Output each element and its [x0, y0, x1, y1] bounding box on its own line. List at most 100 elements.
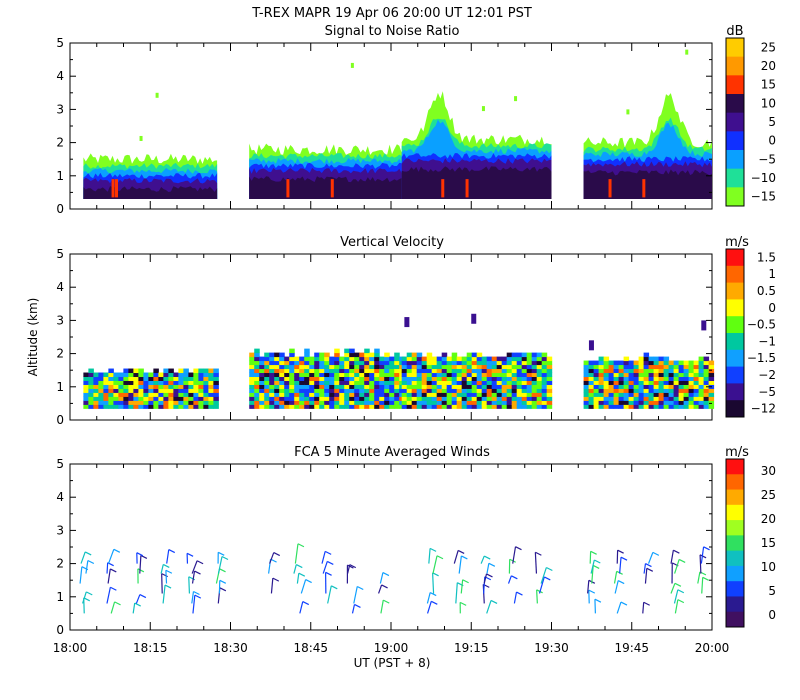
velocity-cell [623, 372, 630, 378]
velocity-cell [359, 396, 365, 401]
velocity-cell [678, 404, 685, 409]
velocity-cell [466, 388, 473, 393]
snr-speck [626, 109, 630, 115]
velocity-cell [451, 392, 458, 397]
velocity-cell [481, 364, 488, 370]
wind-barb-flag [162, 563, 170, 568]
velocity-cell [593, 392, 600, 397]
velocity-cell [688, 360, 695, 366]
velocity-cell [668, 372, 675, 378]
velocity-cell [638, 400, 645, 405]
velocity-cell [354, 364, 360, 370]
wind-barb [160, 564, 164, 574]
velocity-cell [133, 376, 139, 381]
velocity-cell [426, 396, 433, 401]
velocity-cell [618, 400, 625, 405]
velocity-cell [653, 380, 660, 385]
velocity-cell [476, 368, 483, 374]
velocity-cell [324, 364, 330, 370]
velocity-cell [163, 400, 169, 405]
velocity-cell [384, 388, 390, 393]
velocity-cell [364, 396, 370, 401]
velocity-cell [344, 368, 350, 374]
velocity-cell [421, 376, 428, 381]
velocity-cell [521, 368, 528, 374]
velocity-cell [401, 380, 408, 385]
velocity-cell [486, 388, 493, 393]
velocity-cell [541, 388, 548, 393]
velocity-cell [309, 388, 315, 393]
velocity-cell [294, 356, 300, 362]
velocity-cell [259, 360, 265, 366]
velocity-cell [379, 360, 385, 366]
velocity-cell [638, 388, 645, 393]
velocity-cell [703, 360, 710, 366]
velocity-cell [698, 360, 705, 366]
velocity-cell [113, 384, 119, 389]
velocity-cell [304, 380, 310, 385]
velocity-cell [319, 352, 325, 358]
velocity-cell [163, 380, 169, 385]
velocity-cell [436, 364, 443, 370]
colorbar-label: 10 [761, 96, 776, 110]
velocity-cell [143, 384, 149, 389]
velocity-cell [299, 380, 305, 385]
velocity-cell [456, 392, 463, 397]
velocity-cell [289, 372, 295, 378]
velocity-cell [486, 404, 493, 409]
velocity-cell [374, 400, 380, 405]
velocity-cell [501, 376, 508, 381]
velocity-cell [334, 392, 340, 397]
velocity-cell [708, 376, 715, 381]
wind-barb [483, 573, 488, 584]
wind-barb-flag [703, 546, 710, 551]
velocity-cell [178, 376, 184, 381]
velocity-cell [693, 388, 700, 393]
velocity-cell [188, 388, 194, 393]
velocity-cell [501, 384, 508, 389]
velocity-cell [693, 376, 700, 381]
x-tick-label: 18:00 [53, 641, 88, 655]
velocity-cell [521, 404, 528, 409]
velocity-cell [309, 400, 315, 405]
wind-barb-flag [457, 549, 465, 554]
colorbar-swatch [726, 504, 744, 521]
colorbar-swatch [726, 535, 744, 552]
velocity-cell [178, 400, 184, 405]
velocity-cell [314, 388, 320, 393]
velocity-cell [279, 400, 285, 405]
velocity-cell [678, 392, 685, 397]
y-tick-label: 5 [56, 247, 64, 261]
velocity-cell [193, 368, 199, 374]
velocity-cell [128, 388, 134, 393]
velocity-cell [319, 392, 325, 397]
wind-barb-flag [462, 579, 469, 584]
wind-barb-flag [84, 551, 92, 556]
wind-barb [512, 546, 517, 564]
velocity-cell [364, 364, 370, 370]
velocity-cell [516, 360, 523, 366]
colorbar-swatch [726, 282, 744, 300]
snr-layer [583, 169, 712, 200]
velocity-cell [406, 396, 413, 401]
velocity-cell [123, 368, 129, 374]
velocity-cell [608, 368, 615, 374]
wind-barb [299, 601, 304, 614]
colorbar-swatch [726, 489, 744, 506]
velocity-cell [133, 368, 139, 374]
wind-barb-flag [652, 551, 660, 556]
velocity-cell [536, 388, 543, 393]
velocity-cell [416, 352, 423, 358]
velocity-cell [526, 388, 533, 393]
velocity-cell [329, 384, 335, 389]
velocity-cell [279, 376, 285, 381]
velocity-cell [264, 376, 270, 381]
velocity-cell [254, 372, 260, 378]
wind-barb-flag [110, 568, 117, 573]
colorbar-swatch [726, 131, 744, 151]
velocity-cell [588, 372, 595, 378]
velocity-cell [394, 356, 400, 362]
velocity-cell [339, 400, 345, 405]
velocity-cell [354, 368, 360, 374]
velocity-cell [98, 380, 104, 385]
